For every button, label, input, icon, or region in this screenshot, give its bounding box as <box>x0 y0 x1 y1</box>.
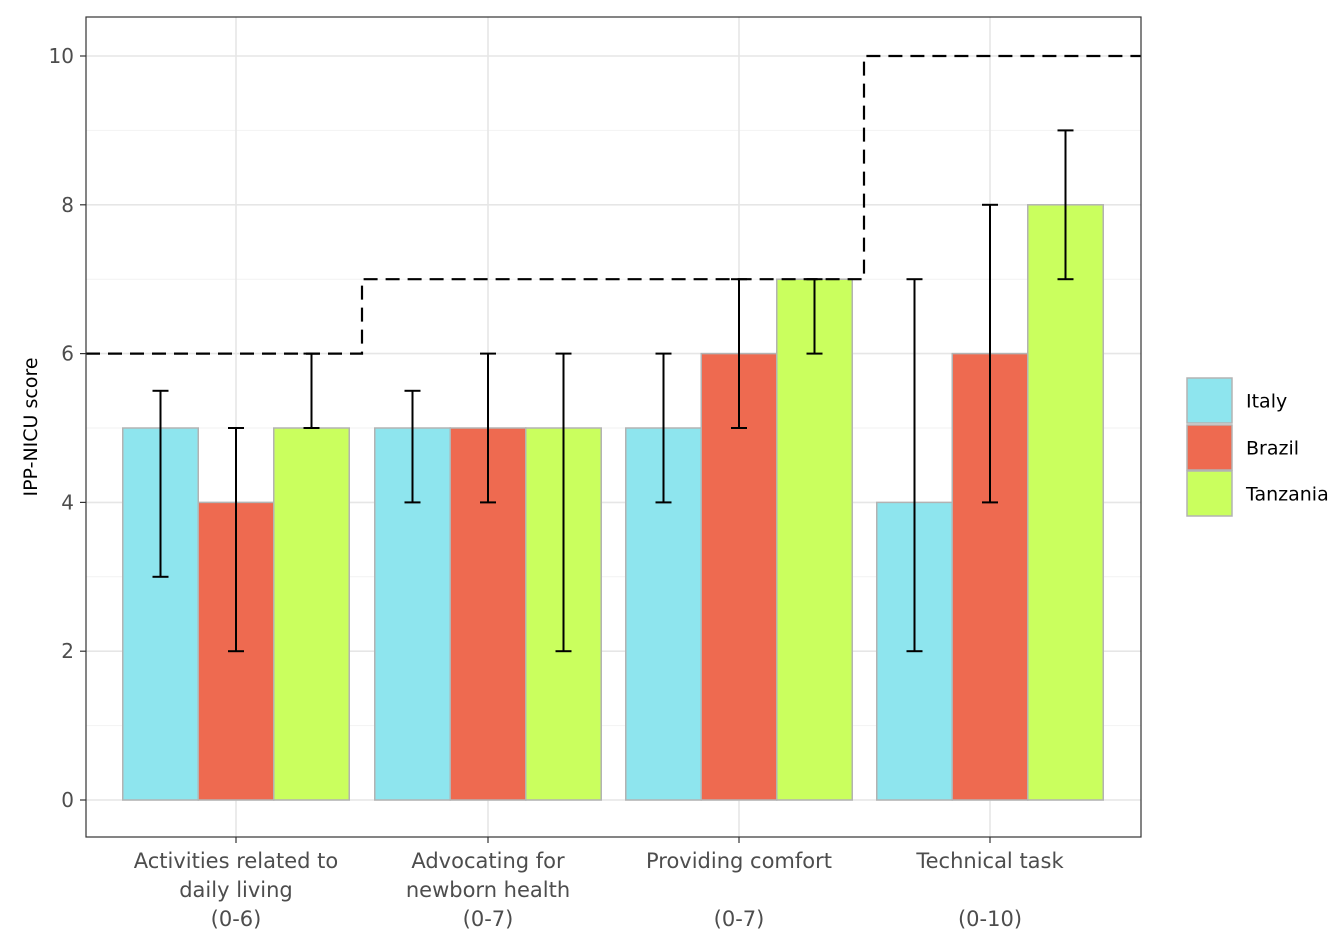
bar-tanzania <box>1027 204 1104 801</box>
max-score-line-layer <box>86 54 1141 355</box>
legend-key-italy <box>1186 377 1233 424</box>
x-tick-label: (0-7) <box>463 907 514 931</box>
legend-key-brazil <box>1186 424 1233 471</box>
x-tick-label: newborn health <box>406 878 570 902</box>
bar-tanzania <box>273 427 350 801</box>
y-tick-label: 2 <box>61 639 74 663</box>
legend: Italy Brazil Tanzania <box>1186 377 1329 517</box>
bar-tanzania <box>776 278 853 801</box>
y-tick-label: 4 <box>61 490 74 514</box>
x-tick-label: Providing comfort <box>646 849 832 873</box>
x-tick-label: (0-10) <box>958 907 1022 931</box>
max-score-step-line <box>86 54 1141 355</box>
legend-label-brazil: Brazil <box>1246 438 1299 460</box>
y-axis-title: IPP-NICU score <box>20 357 42 496</box>
axis-layer: 0 2 4 6 8 10 Activities related to daily living… <box>49 44 1065 931</box>
x-tick-label: Activities related to <box>134 849 339 873</box>
x-tick-label: daily living <box>179 878 293 902</box>
y-tick-label: 10 <box>49 44 74 68</box>
legend-label-tanzania: Tanzania <box>1245 484 1329 506</box>
x-tick-label: (0-7) <box>714 907 765 931</box>
y-tick-label: 8 <box>61 193 74 217</box>
x-tick-label: Advocating for <box>411 849 565 873</box>
x-tick-label: Technical task <box>915 849 1064 873</box>
x-tick-label: (0-6) <box>211 907 262 931</box>
error-bar-layer <box>152 129 1074 653</box>
legend-key-tanzania <box>1186 470 1233 517</box>
legend-label-italy: Italy <box>1246 391 1287 413</box>
y-tick-label: 0 <box>61 788 74 812</box>
y-tick-label: 6 <box>61 342 74 366</box>
plot-panel-border <box>85 16 1142 838</box>
